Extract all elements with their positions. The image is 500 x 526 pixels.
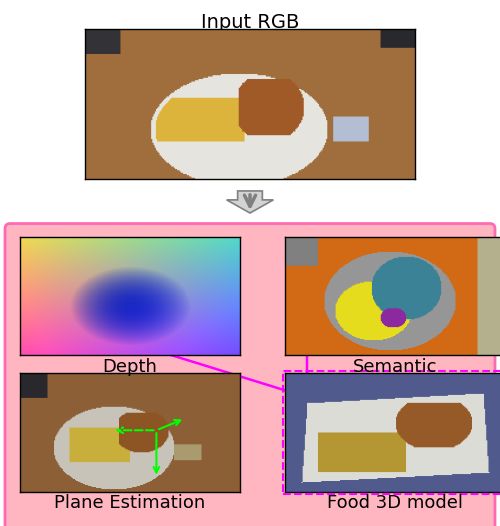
- FancyBboxPatch shape: [5, 224, 495, 526]
- Text: Plane Estimation: Plane Estimation: [54, 494, 206, 512]
- Text: Food 3D model: Food 3D model: [327, 494, 463, 512]
- Text: Input RGB: Input RGB: [201, 13, 299, 32]
- Text: Depth: Depth: [102, 358, 158, 376]
- Text: Semantic: Semantic: [352, 358, 437, 376]
- Polygon shape: [226, 191, 274, 213]
